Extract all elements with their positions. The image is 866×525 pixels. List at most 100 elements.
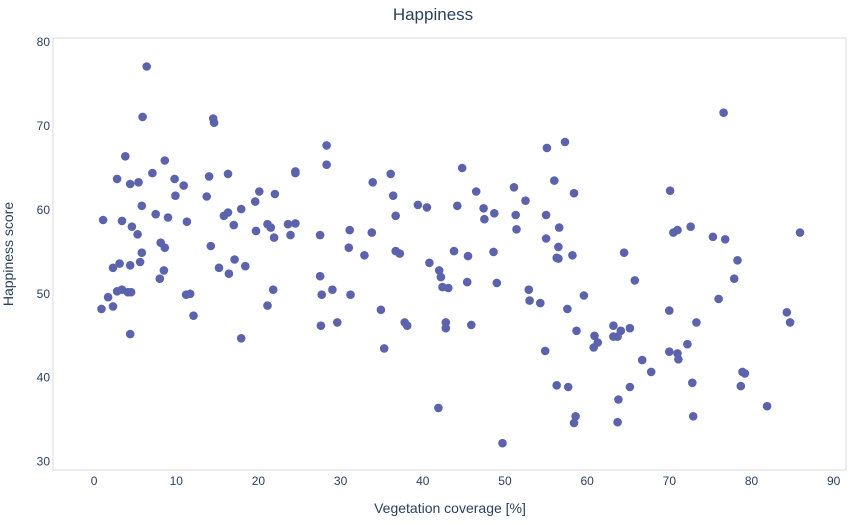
data-point [315, 230, 325, 240]
chart-title: Happiness [393, 5, 473, 24]
data-point [137, 248, 147, 257]
data-point [462, 277, 472, 287]
data-point [552, 381, 561, 390]
data-point [388, 191, 398, 200]
x-tick-label: 50 [498, 474, 512, 488]
data-point [126, 287, 136, 297]
data-point [98, 215, 108, 225]
data-point [268, 285, 278, 295]
data-point [263, 301, 272, 310]
data-point [762, 401, 772, 411]
data-point [683, 339, 692, 349]
data-point [479, 204, 488, 213]
x-tick-label: 80 [745, 474, 759, 488]
data-point [160, 243, 170, 252]
data-point [266, 223, 276, 232]
y-tick-label: 40 [37, 371, 51, 385]
data-point [391, 211, 401, 221]
data-point [155, 274, 165, 284]
data-points [97, 62, 805, 448]
x-tick-label: 20 [252, 474, 266, 488]
data-point [159, 266, 169, 275]
data-point [434, 403, 443, 413]
data-point [137, 201, 147, 211]
data-point [322, 141, 331, 150]
data-point [572, 326, 581, 336]
data-point [179, 181, 188, 190]
data-point [692, 318, 701, 327]
data-point [202, 192, 211, 201]
data-point [250, 197, 260, 206]
data-point [625, 323, 635, 333]
data-point [736, 381, 746, 391]
x-tick-label: 0 [91, 474, 98, 488]
data-point [569, 188, 579, 198]
data-point [630, 276, 640, 285]
data-point [413, 200, 423, 210]
data-point [541, 234, 551, 243]
data-point [171, 191, 180, 200]
data-point [108, 302, 118, 311]
data-point [367, 228, 377, 237]
data-point [665, 186, 675, 195]
data-point [125, 179, 135, 189]
data-point [498, 438, 507, 448]
data-point [230, 255, 239, 264]
y-tick-label: 80 [37, 35, 51, 49]
data-point [720, 235, 730, 244]
data-point [333, 318, 342, 327]
x-tick-label: 60 [580, 474, 594, 488]
data-point [251, 226, 261, 236]
data-point [568, 251, 577, 260]
data-point [512, 225, 521, 234]
data-point [135, 257, 145, 267]
data-point [490, 209, 499, 218]
x-tick-label: 40 [416, 474, 430, 488]
data-point [579, 291, 589, 300]
data-point [563, 382, 573, 392]
data-point [511, 210, 520, 220]
data-point [112, 174, 122, 184]
plot-area [52, 37, 847, 471]
data-point [345, 225, 355, 235]
data-point [434, 266, 444, 275]
data-point [457, 163, 467, 173]
data-point [688, 412, 698, 421]
data-point [204, 172, 214, 181]
data-point [619, 248, 629, 257]
data-point [480, 214, 489, 224]
y-tick-label: 70 [37, 119, 51, 133]
data-point [138, 112, 147, 122]
data-point [148, 168, 157, 178]
y-tick-label: 50 [37, 287, 51, 301]
data-point [134, 178, 143, 187]
x-axis-ticks: 0 10 20 30 40 50 60 70 80 90 [91, 474, 841, 488]
data-point [449, 246, 459, 256]
data-point [637, 355, 647, 365]
data-point [646, 367, 656, 377]
data-point [471, 187, 481, 196]
data-point [223, 169, 233, 179]
data-point [795, 228, 805, 237]
data-point [614, 395, 623, 404]
data-point [467, 320, 476, 330]
data-point [214, 263, 224, 273]
y-tick-label: 60 [37, 203, 51, 217]
data-point [563, 304, 572, 314]
data-point [125, 261, 135, 270]
data-point [719, 108, 728, 117]
data-point [236, 334, 246, 343]
data-point [121, 152, 130, 161]
data-point [613, 417, 622, 427]
data-point [360, 251, 369, 260]
data-point [733, 255, 742, 265]
data-point [729, 274, 739, 284]
data-point [127, 222, 137, 231]
data-point [224, 269, 234, 279]
data-point [254, 187, 264, 196]
data-point [665, 306, 674, 315]
x-tick-label: 70 [663, 474, 677, 488]
data-point [316, 321, 326, 331]
data-point [291, 219, 300, 228]
